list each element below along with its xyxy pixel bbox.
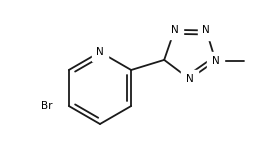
Text: Br: Br [41, 101, 53, 111]
Text: N: N [202, 25, 210, 35]
Text: N: N [212, 56, 219, 66]
Text: N: N [96, 47, 104, 57]
Text: N: N [186, 74, 193, 84]
Text: N: N [171, 25, 178, 35]
